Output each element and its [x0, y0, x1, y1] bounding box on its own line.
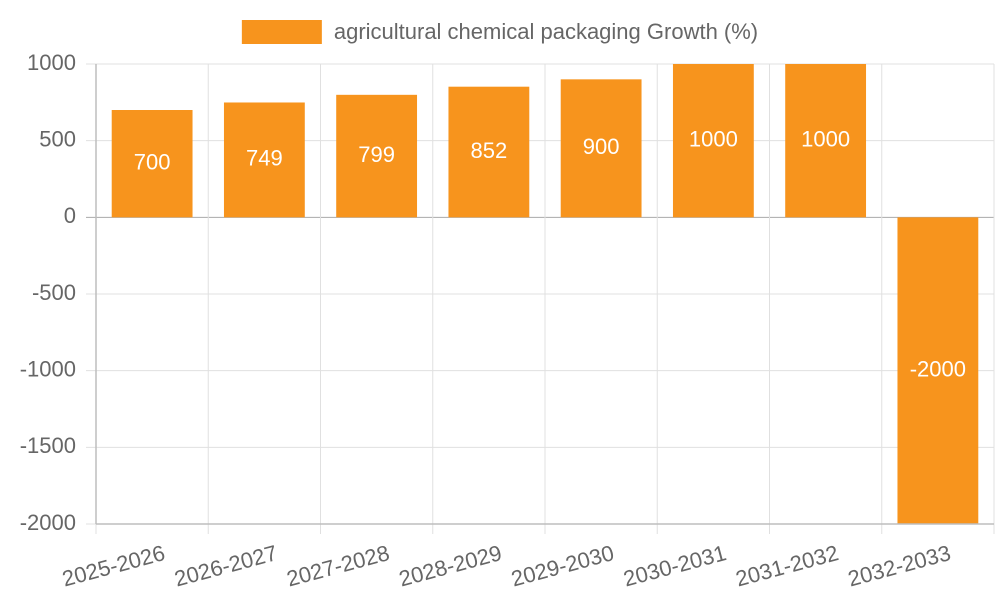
data-label: 749: [246, 146, 283, 171]
x-tick-label: 2028-2029: [396, 540, 504, 591]
x-tick-label: 2030-2031: [621, 540, 729, 591]
data-label: 900: [583, 134, 620, 159]
bar-2026-2027[interactable]: [223, 102, 305, 218]
legend-label: agricultural chemical packaging Growth (…: [334, 19, 758, 44]
data-label: 700: [134, 149, 171, 174]
bar-2025-2026[interactable]: [111, 110, 193, 218]
data-labels: 700 749 799 852 900 1000 1000 -2000: [134, 126, 966, 381]
y-axis-ticks: 1000 500 0 -500 -1000 -1500 -2000: [20, 50, 76, 535]
legend[interactable]: agricultural chemical packaging Growth (…: [241, 19, 758, 44]
data-label: -2000: [910, 356, 966, 381]
x-tick-label: 2027-2028: [284, 540, 392, 591]
bar-2027-2028[interactable]: [336, 94, 418, 218]
axes: [95, 64, 994, 525]
bar-2029-2030[interactable]: [560, 79, 642, 218]
y-tick-label: -500: [32, 280, 76, 305]
y-tick-label: 0: [64, 203, 76, 228]
y-tick-label: 1000: [27, 50, 76, 75]
data-label: 1000: [801, 126, 850, 151]
bar-2032-2033[interactable]: [897, 217, 979, 525]
data-label: 1000: [689, 126, 738, 151]
x-axis-ticks: 2025-2026 2026-2027 2027-2028 2028-2029 2029…: [59, 540, 953, 591]
x-tick-label: 2029-2030: [508, 540, 616, 591]
x-tick-label: 2032-2033: [845, 540, 953, 591]
y-tick-label: 500: [39, 126, 76, 151]
x-tick-label: 2031-2032: [733, 540, 841, 591]
x-tick-label: 2025-2026: [59, 540, 167, 591]
data-label: 852: [471, 138, 508, 163]
y-tick-label: -2000: [20, 510, 76, 535]
legend-swatch: [241, 20, 322, 44]
x-tick-label: 2026-2027: [172, 540, 280, 591]
bar-2030-2031[interactable]: [672, 64, 754, 218]
y-tick-label: -1000: [20, 356, 76, 381]
bars: [111, 64, 979, 525]
y-tick-label: -1500: [20, 433, 76, 458]
data-label: 799: [358, 142, 395, 167]
bar-2028-2029[interactable]: [448, 86, 530, 218]
bar-2031-2032[interactable]: [785, 64, 867, 218]
